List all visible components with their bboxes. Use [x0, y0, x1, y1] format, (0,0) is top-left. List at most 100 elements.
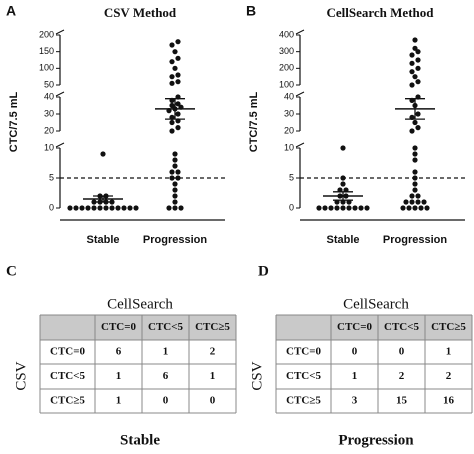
table-header: CellSearch [343, 296, 409, 312]
table-cell: 2 [446, 370, 452, 382]
table-cell: 1 [163, 346, 169, 358]
y-tick-label: 30 [284, 108, 294, 118]
data-point [169, 59, 175, 65]
data-point [415, 199, 421, 205]
table-caption: Progression [338, 432, 414, 448]
data-point [73, 205, 79, 211]
data-point [409, 52, 415, 58]
y-tick-label: 40 [284, 91, 294, 101]
data-point [175, 101, 181, 107]
data-point [133, 205, 139, 211]
data-point [400, 205, 406, 211]
data-point [412, 119, 418, 126]
header-row [276, 315, 472, 340]
data-point [121, 205, 127, 211]
data-point [412, 37, 418, 43]
data-point [415, 193, 421, 199]
data-point [412, 145, 418, 151]
data-point [409, 193, 415, 199]
table-cell: 1 [210, 370, 216, 382]
data-point [415, 125, 421, 131]
y-tick-label: 30 [44, 108, 54, 118]
data-point [412, 169, 418, 175]
y-tick-label: 20 [284, 125, 294, 135]
column-header: CTC<5 [148, 321, 183, 333]
data-point [403, 199, 409, 205]
data-point [127, 205, 133, 211]
x-tick-label: Progression [383, 234, 447, 246]
data-point [85, 205, 91, 211]
y-tick-label: 0 [49, 202, 54, 212]
data-point [175, 125, 181, 131]
data-point [172, 157, 178, 163]
data-point [175, 175, 181, 181]
data-point [364, 205, 370, 211]
column-header: CTC=0 [337, 321, 372, 333]
data-point [172, 205, 178, 211]
axis-break [55, 142, 65, 148]
panel-letter: D [258, 263, 269, 279]
x-tick-label: Stable [86, 234, 119, 246]
data-point [175, 55, 181, 61]
data-point [346, 205, 352, 211]
data-point [172, 163, 178, 169]
row-label: CTC=0 [286, 346, 321, 358]
data-point [322, 205, 328, 211]
data-point [340, 145, 346, 151]
data-point [172, 181, 178, 187]
y-tick-label: 100 [39, 63, 54, 73]
table-cell: 1 [116, 370, 122, 382]
table-caption: Stable [120, 432, 160, 448]
table-cell: 0 [399, 346, 405, 358]
axis-break [295, 29, 305, 35]
panel-letter: A [6, 3, 16, 19]
data-point [412, 175, 418, 181]
data-point [172, 151, 178, 157]
data-point [406, 205, 412, 211]
data-point [412, 181, 418, 187]
y-tick-label: 10 [44, 142, 54, 152]
data-point [409, 60, 415, 66]
axis-break [295, 142, 305, 148]
data-point [340, 175, 346, 181]
data-point [412, 205, 418, 211]
data-point [175, 169, 181, 175]
table-cell: 0 [210, 395, 216, 407]
table-side-label: CSV [249, 361, 265, 390]
data-point [412, 74, 418, 80]
table-cell: 3 [352, 395, 358, 407]
data-point [175, 79, 181, 85]
y-tick-label: 100 [279, 79, 294, 89]
table-cell: 1 [446, 346, 452, 358]
data-point [175, 72, 181, 78]
data-point [169, 119, 175, 126]
data-point [415, 111, 421, 117]
y-tick-label: 20 [44, 125, 54, 135]
panel-letter: C [6, 263, 17, 279]
table-cell: 16 [443, 395, 455, 407]
chart-title: CSV Method [104, 5, 177, 20]
data-point [79, 205, 85, 211]
table-cell: 0 [163, 395, 169, 407]
data-point [352, 205, 358, 211]
data-point [172, 49, 178, 55]
data-point [166, 205, 172, 211]
y-tick-label: 5 [289, 172, 294, 182]
data-point [334, 205, 340, 211]
data-point [178, 205, 184, 211]
y-tick-label: 300 [279, 46, 294, 56]
data-point [169, 169, 175, 175]
table-cell: 6 [163, 370, 169, 382]
table-cell: 2 [210, 346, 216, 358]
data-point [100, 151, 106, 157]
data-point [340, 205, 346, 211]
axis-break [295, 91, 305, 97]
data-point [169, 80, 175, 86]
data-point [172, 199, 178, 205]
data-point [175, 111, 181, 117]
data-point [109, 205, 115, 211]
data-point [421, 199, 427, 205]
row-label: CTC<5 [286, 370, 321, 382]
row-label: CTC=0 [50, 346, 85, 358]
table-cell: 2 [399, 370, 405, 382]
